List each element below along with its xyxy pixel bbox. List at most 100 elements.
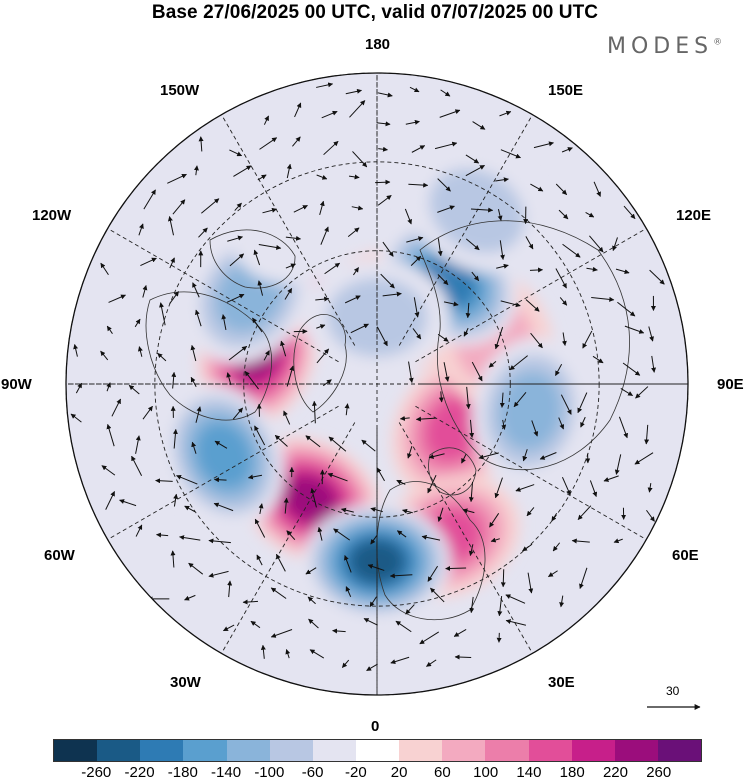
wind-arrow: [308, 618, 319, 629]
wind-arrow: [194, 309, 202, 327]
wind-arrow: [159, 302, 166, 326]
colorbar-cell: [269, 740, 313, 761]
wind-arrow: [316, 348, 330, 364]
wind-arrow: [382, 291, 402, 297]
wind-arrow: [309, 649, 325, 659]
wind-arrow: [620, 387, 634, 397]
wind-arrow: [172, 199, 186, 215]
wind-arrow: [369, 596, 377, 608]
brand-name: MODES: [607, 34, 714, 59]
wind-arrow: [134, 318, 141, 328]
meridian-line: [398, 114, 533, 346]
wind-arrow: [617, 301, 636, 317]
colorbar-cell: [614, 740, 658, 761]
wind-arrow: [333, 528, 351, 541]
wind-arrow: [622, 362, 641, 376]
wind-arrow: [395, 620, 412, 633]
colorbar-cell: [399, 740, 443, 761]
wind-arrow: [283, 410, 291, 425]
wind-arrow: [262, 207, 277, 214]
wind-arrow: [169, 257, 175, 269]
meridian-line: [415, 405, 647, 540]
scandinavia-coast: [428, 447, 477, 496]
wind-arrow: [244, 370, 259, 390]
wind-arrow: [253, 249, 261, 266]
wind-arrow: [551, 513, 558, 522]
wind-arrow: [561, 147, 573, 153]
wind-arrow: [589, 480, 598, 498]
wind-arrow: [552, 542, 561, 552]
wind-arrow: [254, 425, 266, 446]
meridian-line: [107, 405, 339, 540]
wind-arrow: [522, 449, 528, 462]
wind-arrow: [135, 435, 141, 454]
wind-arrow: [513, 391, 527, 408]
wind-arrow: [105, 491, 115, 510]
wind-arrow: [437, 507, 444, 522]
wind-arrow: [310, 487, 317, 508]
colorbar-tick-label: 180: [559, 764, 585, 781]
wind-arrow: [443, 362, 450, 382]
colorbar-cell: [140, 740, 184, 761]
wind-arrow: [363, 618, 378, 626]
wind-arrow: [526, 507, 535, 517]
wind-arrow: [319, 200, 325, 216]
wind-arrow: [624, 325, 645, 334]
wind-arrow: [465, 164, 485, 177]
wind-arrow: [119, 499, 137, 507]
wind-arrow: [404, 208, 412, 225]
wind-arrow: [496, 263, 509, 269]
wind-arrow: [222, 624, 235, 632]
wind-arrow: [515, 484, 535, 492]
colorbar-tick-label: -140: [211, 764, 242, 781]
wind-arrow: [214, 440, 228, 449]
wind-arrow: [378, 146, 388, 152]
wind-arrow: [352, 151, 368, 168]
wind-arrow: [389, 573, 413, 579]
wind-arrow: [468, 481, 474, 503]
wind-arrow: [612, 237, 618, 252]
wind-arrow: [142, 284, 148, 298]
wind-arrow: [500, 149, 521, 159]
wind-arrow: [555, 268, 567, 289]
wind-arrow: [316, 324, 326, 329]
wind-arrow: [437, 205, 455, 213]
wind-arrow: [586, 266, 598, 272]
wind-arrow: [286, 365, 295, 387]
anomaly-contour: [195, 422, 253, 488]
wind-arrow: [257, 174, 267, 181]
wind-arrow: [263, 350, 270, 361]
wind-arrow: [198, 136, 204, 152]
anomaly-contour: [284, 476, 337, 523]
wind-arrow: [465, 386, 471, 410]
wind-arrow: [396, 530, 407, 538]
wind-arrow: [419, 631, 439, 645]
wind-arrow: [140, 257, 157, 266]
wind-arrow: [440, 89, 451, 97]
wind-arrow: [577, 392, 588, 414]
wind-arrow: [345, 88, 362, 95]
wind-arrow: [651, 355, 657, 373]
wind-arrow: [499, 110, 512, 117]
map-title: Base 27/06/2025 00 UTC, valid 07/07/2025…: [151, 2, 599, 23]
wind-arrow: [527, 572, 534, 594]
wind-arrow: [345, 586, 352, 598]
wind-arrow: [100, 262, 109, 276]
lon-label-150w: 150W: [160, 82, 200, 99]
wind-arrow: [324, 262, 341, 275]
wind-arrow: [571, 538, 590, 544]
wind-arrow: [648, 326, 654, 342]
wind-arrow: [469, 419, 475, 438]
wind-arrow: [131, 455, 143, 476]
wind-arrow: [427, 474, 437, 494]
wind-arrow: [221, 314, 227, 331]
colorbar-cell: [226, 740, 270, 761]
wind-arrow: [322, 379, 332, 387]
wind-arrow: [426, 659, 437, 667]
wind-arrow: [226, 372, 232, 386]
wind-arrow: [468, 544, 474, 557]
wind-arrow: [305, 567, 317, 575]
wind-arrow: [208, 570, 229, 578]
wind-arrow: [454, 654, 472, 660]
